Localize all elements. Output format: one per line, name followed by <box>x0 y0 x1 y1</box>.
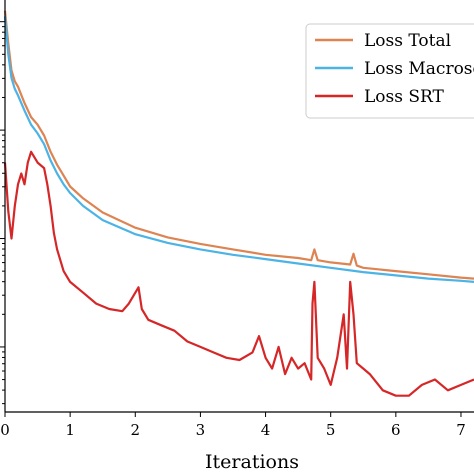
x-tick-label: 7 <box>456 421 466 439</box>
legend: Loss Total Loss Macroscopic Loss SRT <box>305 23 474 119</box>
series-line-0 <box>3 10 474 280</box>
series-lines <box>3 10 474 397</box>
x-tick-label: 2 <box>131 421 141 439</box>
series-line-1 <box>3 16 474 283</box>
legend-box <box>305 23 474 119</box>
x-tick-label: 0 <box>0 421 10 439</box>
x-axis-title: Iterations <box>205 451 299 473</box>
x-tick-label: 1 <box>65 421 75 439</box>
legend-label-2: Loss SRT <box>364 87 445 107</box>
legend-label-0: Loss Total <box>364 31 451 51</box>
x-tick-label: 6 <box>391 421 401 439</box>
x-tick-label: 4 <box>261 421 271 439</box>
legend-label-1: Loss Macroscopic <box>364 59 474 79</box>
axes: 0 1 2 3 4 5 6 7 <box>0 0 474 439</box>
x-tick-label: 3 <box>196 421 206 439</box>
x-tick-label: 5 <box>326 421 336 439</box>
series-line-2 <box>3 150 474 397</box>
